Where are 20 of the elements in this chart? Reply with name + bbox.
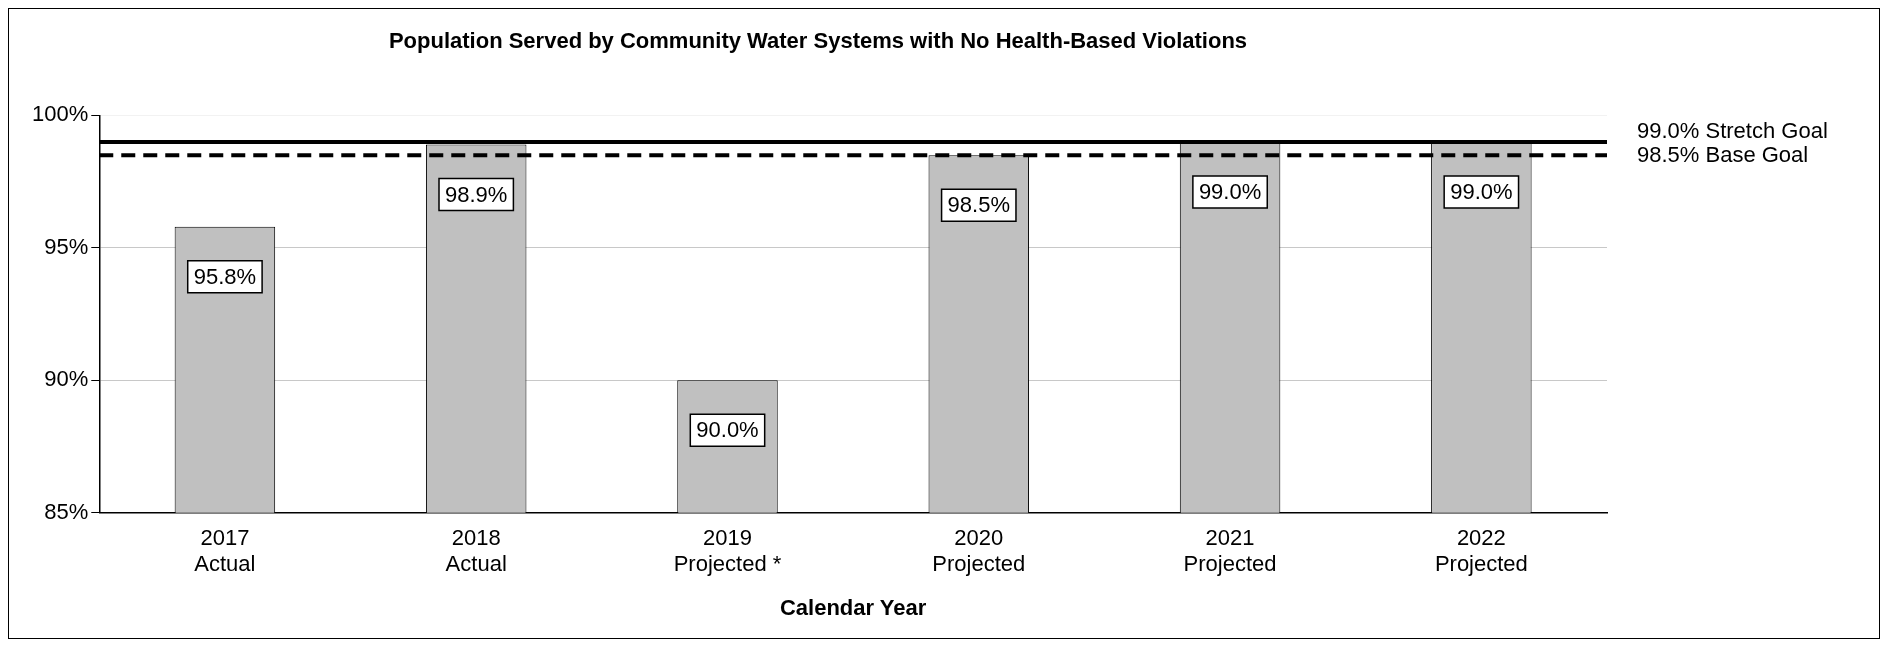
data-label: 99.0% [1450,178,1513,204]
data-label: 99.0% [1198,178,1262,204]
y-tick-label: 90% [44,366,89,392]
y-tick-label: 85% [44,498,89,524]
data-label: 98.9% [445,181,508,207]
data-label: 90.0% [696,417,759,443]
x-tick-label: 2021 Projected [1183,525,1277,577]
y-tick-label: 95% [44,233,89,259]
x-tick-label: 2020 Projected [932,525,1026,577]
x-tick-label: 2019 Projected * [673,525,782,577]
ref-line-label: 99.0% Stretch Goal [1637,117,1828,143]
x-tick-label: 2018 Actual [445,525,507,577]
data-label: 98.5% [947,192,1010,218]
data-label: 95.8% [193,263,257,289]
y-tick-label: 100% [31,101,89,127]
x-tick-label: 2022 Projected [1434,525,1528,577]
x-axis-title: Calendar Year [779,594,927,620]
chart-title: Population Served by Community Water Systems with No Health-Based Violations [388,28,1248,54]
x-tick-label: 2017 Actual [194,525,256,577]
ref-line-label: 98.5% Base Goal [1637,141,1809,167]
